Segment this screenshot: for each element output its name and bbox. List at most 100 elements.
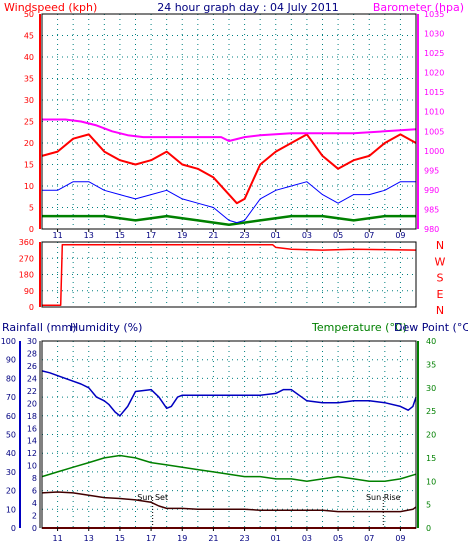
wind-xtick-label: 17 xyxy=(146,231,156,240)
humidity-ytick-label: 30 xyxy=(27,337,37,346)
wind-xtick-label: 21 xyxy=(208,231,218,240)
wind-xtick-label: 09 xyxy=(395,231,405,240)
temp-ytick-label: 0 xyxy=(426,524,431,533)
rain-ylabel: Rainfall (mm) xyxy=(2,321,76,334)
rain-ytick-label: 20 xyxy=(6,487,16,496)
wind-ytick-label: 45 xyxy=(24,32,34,41)
humidity-ytick-label: 2 xyxy=(32,512,37,521)
wind-xtick-label: 11 xyxy=(52,231,62,240)
wind-xtick-label: 01 xyxy=(271,231,281,240)
wind-xtick-label: 05 xyxy=(333,231,343,240)
wind-ytick-label: 10 xyxy=(24,182,34,191)
direction-ytick-label: 180 xyxy=(19,271,34,280)
wind-ytick-label: 35 xyxy=(24,75,34,84)
temp-ytick-label: 30 xyxy=(426,384,436,393)
rain-ytick-label: 70 xyxy=(6,393,16,402)
direction-ytick-label: 0 xyxy=(29,303,34,312)
compass-label: S xyxy=(437,272,444,285)
wind-xtick-label: 15 xyxy=(115,231,125,240)
temp-ytick-label: 35 xyxy=(426,360,436,369)
humidity-ytick-label: 16 xyxy=(27,424,37,433)
temp-xtick-label: 07 xyxy=(364,534,374,543)
humidity-ytick-label: 28 xyxy=(27,349,37,358)
wind-ytick-label: 15 xyxy=(24,161,34,170)
temp-xtick-label: 05 xyxy=(333,534,343,543)
wind-xtick-label: 19 xyxy=(177,231,187,240)
average-wind-line xyxy=(42,181,416,224)
humidity-ytick-label: 10 xyxy=(27,462,37,471)
humidity-line xyxy=(41,370,417,417)
temp-ytick-label: 40 xyxy=(426,337,436,346)
dewpoint-line xyxy=(41,491,417,513)
humidity-ytick-label: 18 xyxy=(27,412,37,421)
humidity-ytick-label: 4 xyxy=(32,499,37,508)
temp-ytick-label: 25 xyxy=(426,407,436,416)
temp-plot-frame xyxy=(41,340,417,529)
wind-ylabel-right: Barometer (hpa) xyxy=(373,1,464,14)
chart-title: 24 hour graph day : 04 July 2011 xyxy=(157,1,339,14)
wind-ytick-label: 5 xyxy=(29,204,34,213)
wind-ytick-label: 30 xyxy=(24,96,34,105)
rain-ytick-label: 60 xyxy=(6,412,16,421)
gust-line xyxy=(41,133,417,205)
temp-ytick-label: 20 xyxy=(426,431,436,440)
baro-ytick-label: 980 xyxy=(424,225,439,234)
temp-xtick-label: 13 xyxy=(84,534,94,543)
direction-ytick-label: 270 xyxy=(19,254,34,263)
temp-xtick-label: 21 xyxy=(208,534,218,543)
direction-ytick-label: 360 xyxy=(19,238,34,247)
compass-label: E xyxy=(437,288,444,301)
compass-label: N xyxy=(436,239,444,252)
direction-line xyxy=(42,243,417,306)
rain-ytick-label: 30 xyxy=(6,468,16,477)
rain-ytick-label: 0 xyxy=(11,524,16,533)
humidity-ytick-label: 12 xyxy=(27,449,37,458)
baro-ytick-label: 1005 xyxy=(424,127,444,136)
temp-ylabel: Temperature (°C) xyxy=(311,321,407,334)
temp-xtick-label: 03 xyxy=(302,534,312,543)
temp-xtick-label: 09 xyxy=(395,534,405,543)
baro-ytick-label: 1000 xyxy=(424,147,444,156)
direction-plot-frame xyxy=(41,241,417,308)
temperature-line xyxy=(41,454,417,483)
rain-ytick-label: 40 xyxy=(6,449,16,458)
wind-ytick-label: 0 xyxy=(29,225,34,234)
rain-ytick-label: 90 xyxy=(6,356,16,365)
sun-annotation: Sun Set xyxy=(137,493,168,502)
temp-xtick-label: 11 xyxy=(52,534,62,543)
humidity-ylabel: Humidity (%) xyxy=(70,321,142,334)
wind-xtick-label: 23 xyxy=(239,231,249,240)
wind-ytick-label: 50 xyxy=(24,10,34,19)
humidity-ytick-label: 14 xyxy=(27,437,37,446)
baro-ytick-label: 1015 xyxy=(424,88,444,97)
temp-xtick-label: 15 xyxy=(115,534,125,543)
baro-ytick-label: 1035 xyxy=(424,10,444,19)
wind-ytick-label: 25 xyxy=(24,118,34,127)
wind-xtick-label: 03 xyxy=(302,231,312,240)
wind-ylabel-left: Windspeed (kph) xyxy=(4,1,97,14)
baro-ytick-label: 995 xyxy=(424,166,439,175)
temp-ytick-label: 5 xyxy=(426,501,431,510)
temp-xtick-label: 23 xyxy=(239,534,249,543)
grid-layer xyxy=(42,14,416,528)
axes-layer: 0510152025303540455098098599099510001005… xyxy=(1,10,446,543)
baro-ytick-label: 1025 xyxy=(424,49,444,58)
sun-annotation: Sun Rise xyxy=(366,493,401,502)
wind-plot-frame xyxy=(41,13,417,230)
wind-ytick-label: 40 xyxy=(24,53,34,62)
rain-ytick-label: 80 xyxy=(6,374,16,383)
humidity-ytick-label: 20 xyxy=(27,399,37,408)
temp-ytick-label: 10 xyxy=(426,477,436,486)
direction-ytick-label: 90 xyxy=(24,287,34,296)
humidity-ytick-label: 0 xyxy=(32,524,37,533)
baro-ytick-label: 1030 xyxy=(424,30,444,39)
wind-ytick-label: 20 xyxy=(24,139,34,148)
humidity-ytick-label: 22 xyxy=(27,387,37,396)
rain-ytick-label: 50 xyxy=(6,431,16,440)
temp-xtick-label: 01 xyxy=(271,534,281,543)
compass-label: N xyxy=(436,304,444,317)
humidity-ytick-label: 26 xyxy=(27,362,37,371)
wind-xtick-label: 07 xyxy=(364,231,374,240)
baro-ytick-label: 990 xyxy=(424,186,439,195)
